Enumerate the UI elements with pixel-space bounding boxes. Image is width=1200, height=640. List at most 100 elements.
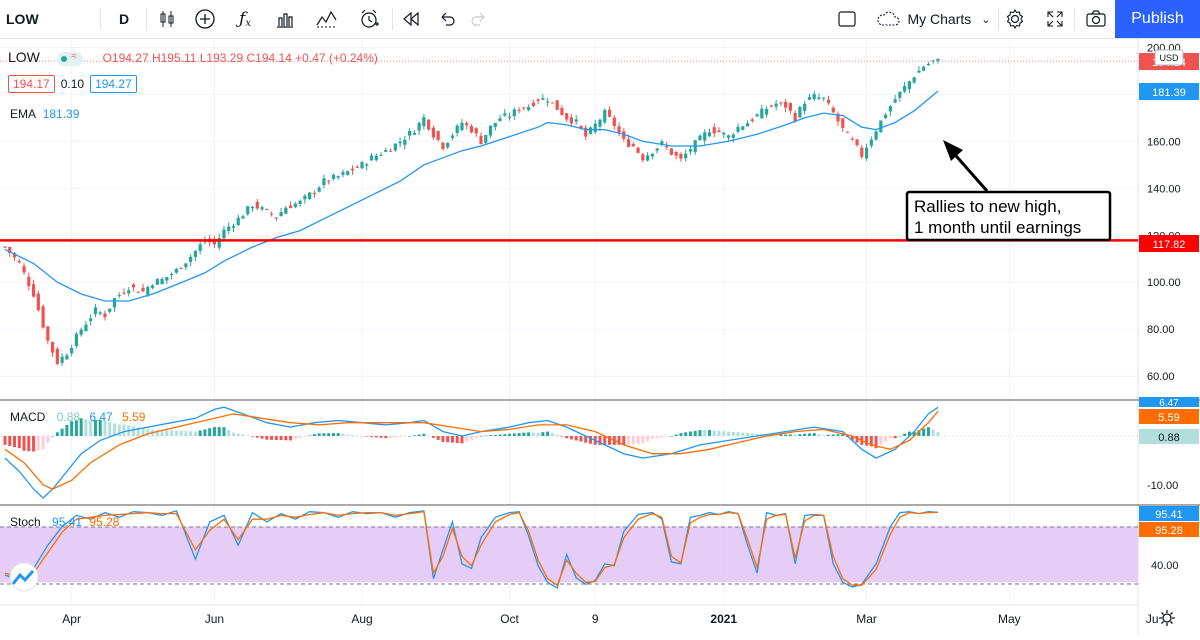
candle-body bbox=[236, 217, 240, 226]
price-axis-tick: 100.00 bbox=[1147, 277, 1181, 289]
macd-hist-bar bbox=[731, 431, 735, 436]
candle-body bbox=[60, 356, 64, 363]
ema-tag-text: 181.39 bbox=[1152, 87, 1186, 99]
macd-hist-bar bbox=[13, 436, 17, 448]
macd-hist-bar bbox=[936, 432, 940, 436]
candle-body bbox=[650, 153, 654, 157]
macd-hist-bar bbox=[493, 434, 497, 436]
candles-icon[interactable] bbox=[152, 0, 182, 38]
candle-body bbox=[560, 107, 564, 116]
macd-hist-bar bbox=[736, 432, 740, 436]
candle-body bbox=[569, 117, 574, 124]
candle-body bbox=[312, 192, 316, 194]
candle-body bbox=[241, 216, 245, 219]
macd-hist-bar bbox=[608, 436, 612, 445]
candle-body bbox=[217, 238, 221, 248]
fullscreen-box-icon[interactable] bbox=[832, 0, 862, 38]
macd-hist-bar bbox=[455, 436, 459, 444]
macd-hist-bar bbox=[588, 436, 592, 444]
macd-hist-bar bbox=[765, 434, 769, 436]
candle-body bbox=[798, 107, 802, 118]
ask-box[interactable]: 194.27 bbox=[90, 75, 137, 93]
macd-hist-bar bbox=[574, 436, 578, 441]
add-indicator-icon[interactable] bbox=[190, 0, 220, 38]
redo-icon bbox=[464, 0, 494, 38]
ema-label: EMA bbox=[10, 107, 36, 121]
macd-hist-bar bbox=[836, 434, 840, 436]
candle-body bbox=[512, 109, 516, 117]
macd-hist-bar bbox=[422, 433, 426, 436]
macd-hist-bar bbox=[417, 434, 421, 436]
candle-body bbox=[193, 250, 197, 257]
bar-chart-icon[interactable] bbox=[270, 0, 300, 38]
publish-button[interactable]: Publish bbox=[1115, 0, 1200, 38]
macd-histogram bbox=[0, 418, 1138, 452]
currency-tag[interactable] bbox=[1154, 49, 1184, 66]
macd-hist-bar bbox=[460, 436, 464, 444]
candle-body bbox=[322, 178, 326, 186]
candle-body bbox=[317, 187, 321, 192]
chart-settings-gear-icon[interactable] bbox=[1159, 610, 1175, 626]
macd-hist-bar bbox=[631, 436, 635, 445]
candle-body bbox=[122, 292, 126, 294]
candle-body bbox=[812, 94, 816, 99]
camera-icon[interactable] bbox=[1080, 0, 1112, 38]
annotation[interactable]: Rallies to new high, 1 month until earni… bbox=[905, 140, 1112, 242]
macd-hist-bar bbox=[465, 436, 469, 442]
candle-body bbox=[422, 117, 426, 127]
macd-hist-bar bbox=[931, 429, 935, 436]
macd-hist-bar bbox=[569, 436, 573, 440]
macd-hist-bar bbox=[498, 434, 502, 436]
candle-body bbox=[707, 132, 712, 137]
chart-area[interactable]: 60.0080.00100.00120.00140.00160.00180.00… bbox=[0, 39, 1200, 635]
symbol-search-button[interactable]: LOW bbox=[6, 0, 56, 38]
undo-icon[interactable] bbox=[432, 0, 462, 38]
macd-hist-bar bbox=[112, 423, 116, 436]
candle-body bbox=[907, 81, 911, 90]
my-charts-label: My Charts bbox=[907, 11, 972, 27]
candle-body bbox=[350, 168, 355, 171]
candle-body bbox=[117, 295, 121, 297]
interval-button[interactable]: D bbox=[110, 0, 138, 38]
candle-body bbox=[617, 126, 621, 133]
macd-hist-bar bbox=[70, 421, 74, 436]
candle-body bbox=[89, 318, 93, 322]
macd-hist-bar bbox=[108, 422, 112, 436]
candle-body bbox=[431, 127, 435, 138]
macd-hist-bar bbox=[32, 436, 36, 452]
candle-body bbox=[855, 139, 859, 146]
chart-svg[interactable]: 60.0080.00100.00120.00140.00160.00180.00… bbox=[0, 39, 1200, 635]
ema-legend: EMA 181.39 bbox=[10, 107, 79, 121]
candle-body bbox=[246, 206, 250, 215]
candle-body bbox=[755, 114, 759, 117]
compare-icon[interactable] bbox=[310, 0, 344, 38]
bid-box[interactable]: 194.17 bbox=[8, 75, 55, 93]
interval-label: D bbox=[118, 11, 130, 27]
macd-hist-bar bbox=[679, 433, 683, 436]
macd-hist-bar bbox=[350, 435, 354, 436]
candle-body bbox=[308, 192, 312, 200]
candle-body bbox=[826, 99, 831, 104]
candle-body bbox=[584, 127, 588, 137]
alert-icon[interactable] bbox=[354, 0, 384, 38]
macd-hist-bar bbox=[184, 431, 188, 436]
price-axis-tick: 60.00 bbox=[1147, 371, 1175, 383]
replay-icon[interactable] bbox=[396, 0, 426, 38]
candle-body bbox=[369, 155, 374, 161]
macd-hist-bar bbox=[274, 436, 278, 440]
tradingview-logo[interactable] bbox=[9, 562, 39, 592]
macd-hist-bar bbox=[660, 436, 664, 438]
macd-hist-bar bbox=[265, 436, 269, 440]
macd-hist-bar bbox=[503, 434, 507, 436]
candle-body bbox=[631, 144, 635, 147]
macd-hist-bar bbox=[869, 436, 873, 447]
macd-hist-bar bbox=[298, 436, 302, 438]
my-charts-button[interactable]: My Charts ⌄ bbox=[870, 0, 996, 38]
gear-icon[interactable] bbox=[1000, 0, 1030, 38]
candle-body bbox=[255, 201, 259, 209]
expand-icon[interactable] bbox=[1040, 0, 1070, 38]
macd-hist-bar bbox=[541, 432, 545, 436]
macd-hist-bar bbox=[693, 430, 697, 436]
